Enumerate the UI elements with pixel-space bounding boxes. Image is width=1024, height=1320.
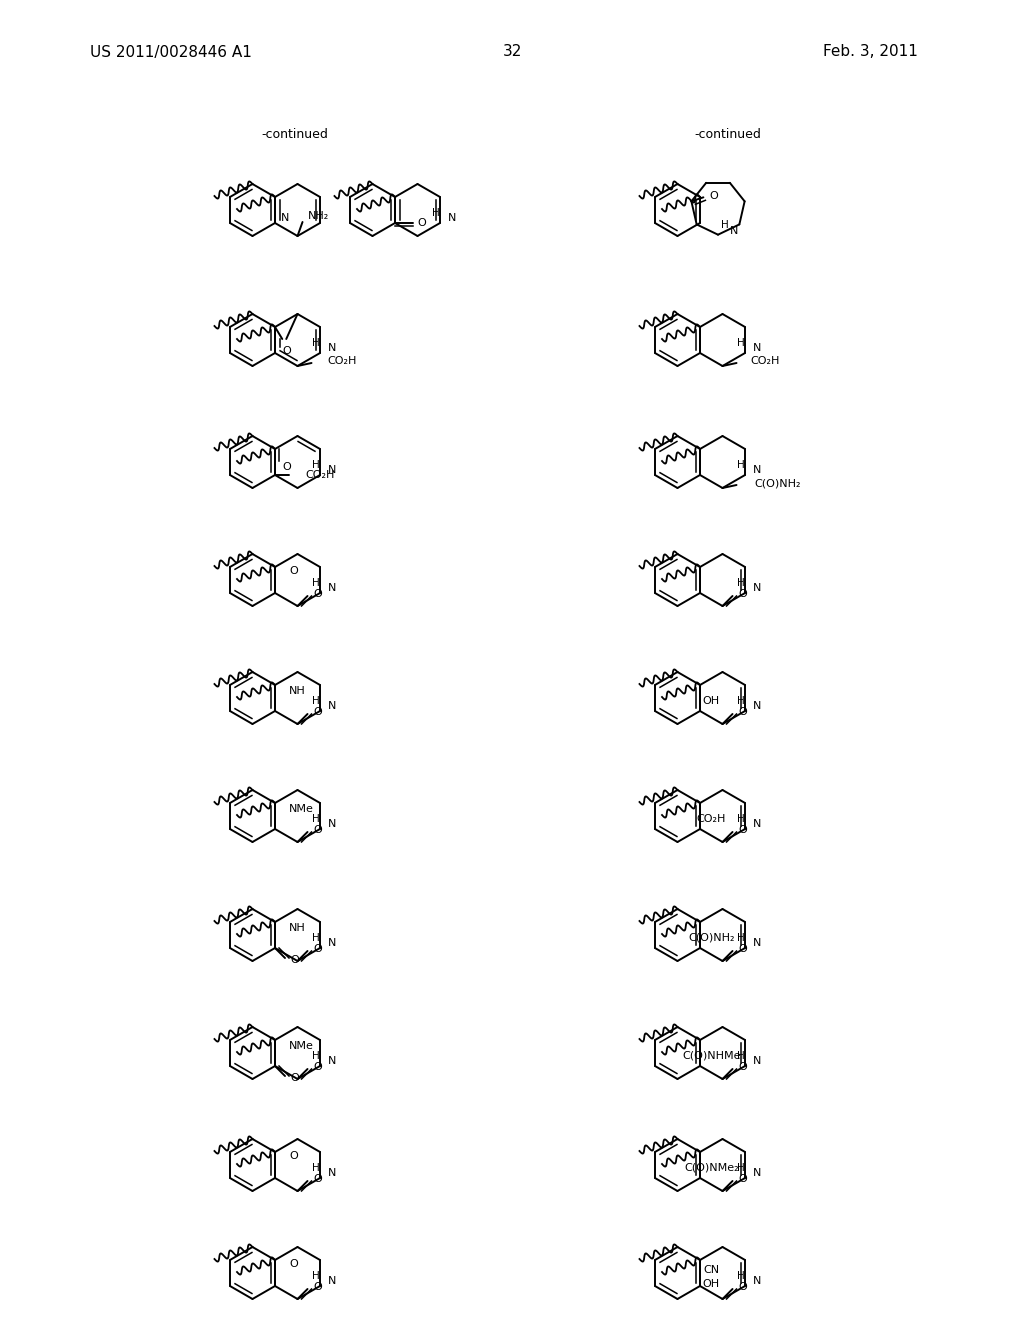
Text: N: N — [753, 343, 762, 352]
Text: H: H — [312, 578, 319, 587]
Text: H: H — [432, 209, 440, 218]
Text: -continued: -continued — [261, 128, 329, 141]
Text: O: O — [282, 346, 291, 356]
Text: O: O — [738, 1063, 746, 1072]
Text: CN: CN — [703, 1265, 719, 1275]
Text: H: H — [737, 578, 744, 587]
Text: H: H — [737, 338, 744, 348]
Text: H: H — [312, 1163, 319, 1173]
Text: N: N — [328, 583, 337, 593]
Text: NH: NH — [289, 686, 306, 696]
Text: CO₂H: CO₂H — [751, 356, 780, 366]
Text: O: O — [418, 218, 426, 228]
Text: N: N — [730, 226, 738, 236]
Text: H: H — [737, 933, 744, 942]
Text: O: O — [291, 1073, 299, 1082]
Text: 32: 32 — [503, 45, 521, 59]
Text: N: N — [753, 465, 762, 475]
Text: N: N — [753, 1276, 762, 1286]
Text: O: O — [289, 1259, 298, 1269]
Text: H: H — [312, 459, 319, 470]
Text: NMe: NMe — [289, 1041, 314, 1051]
Text: C(O)NHMe: C(O)NHMe — [682, 1051, 740, 1061]
Text: N: N — [449, 213, 457, 223]
Text: O: O — [738, 1173, 746, 1184]
Text: O: O — [313, 1063, 322, 1072]
Text: N: N — [753, 701, 762, 711]
Text: C(O)NMe₂: C(O)NMe₂ — [684, 1163, 738, 1173]
Text: N: N — [328, 701, 337, 711]
Text: N: N — [328, 818, 337, 829]
Text: N: N — [328, 939, 337, 948]
Text: N: N — [753, 939, 762, 948]
Text: N: N — [753, 818, 762, 829]
Text: O: O — [313, 708, 322, 717]
Text: C(O)NH₂: C(O)NH₂ — [688, 933, 734, 942]
Text: CO₂H: CO₂H — [328, 356, 357, 366]
Text: CO₂H: CO₂H — [305, 470, 335, 480]
Text: C(O)NH₂: C(O)NH₂ — [755, 478, 801, 488]
Text: O: O — [313, 1173, 322, 1184]
Text: NH₂: NH₂ — [307, 211, 329, 220]
Text: NMe: NMe — [289, 804, 314, 814]
Text: O: O — [291, 954, 299, 965]
Text: N: N — [328, 1056, 337, 1067]
Text: O: O — [313, 825, 322, 836]
Text: O: O — [710, 191, 718, 202]
Text: H: H — [737, 1163, 744, 1173]
Text: H: H — [312, 696, 319, 706]
Text: O: O — [313, 1282, 322, 1292]
Text: O: O — [738, 825, 746, 836]
Text: -continued: -continued — [694, 128, 762, 141]
Text: H: H — [737, 696, 744, 706]
Text: N: N — [328, 465, 337, 475]
Text: US 2011/0028446 A1: US 2011/0028446 A1 — [90, 45, 252, 59]
Text: NH: NH — [289, 923, 306, 933]
Text: N: N — [328, 1168, 337, 1177]
Text: H: H — [737, 814, 744, 824]
Text: O: O — [289, 1151, 298, 1162]
Text: H: H — [312, 338, 319, 348]
Text: H: H — [312, 1271, 319, 1280]
Text: O: O — [738, 708, 746, 717]
Text: N: N — [753, 1168, 762, 1177]
Text: N: N — [328, 1276, 337, 1286]
Text: O: O — [738, 944, 746, 954]
Text: H: H — [312, 933, 319, 942]
Text: O: O — [313, 944, 322, 954]
Text: H: H — [312, 814, 319, 824]
Text: H: H — [737, 1271, 744, 1280]
Text: O: O — [282, 462, 291, 473]
Text: O: O — [738, 1282, 746, 1292]
Text: N: N — [753, 583, 762, 593]
Text: OH: OH — [702, 696, 720, 706]
Text: CO₂H: CO₂H — [696, 814, 726, 824]
Text: N: N — [753, 1056, 762, 1067]
Text: N: N — [328, 343, 337, 352]
Text: OH: OH — [702, 1279, 720, 1290]
Text: H: H — [737, 459, 744, 470]
Text: O: O — [313, 589, 322, 599]
Text: H: H — [312, 1051, 319, 1061]
Text: H: H — [721, 219, 729, 230]
Text: H: H — [737, 1051, 744, 1061]
Text: Feb. 3, 2011: Feb. 3, 2011 — [822, 45, 918, 59]
Text: O: O — [738, 589, 746, 599]
Text: N: N — [281, 213, 290, 223]
Text: O: O — [289, 566, 298, 576]
